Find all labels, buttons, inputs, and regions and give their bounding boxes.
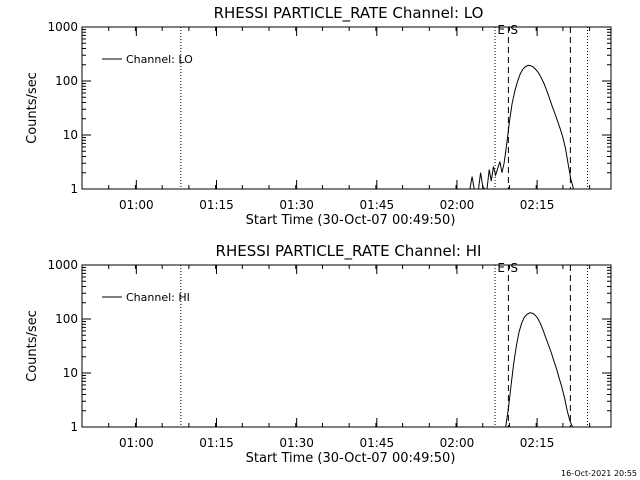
marker-label-e: E (497, 261, 505, 275)
x-tick-label: 02:00 (440, 436, 475, 450)
marker-label-e: E (497, 23, 505, 37)
y-tick-label: 1000 (47, 258, 78, 272)
legend-label: Channel: LO (126, 53, 193, 66)
y-tick-label: 1000 (47, 20, 78, 34)
plot-frame (81, 26, 612, 190)
x-tick-label: 01:30 (279, 198, 314, 212)
legend-label: Channel: HI (126, 291, 190, 304)
chart-title: RHESSI PARTICLE_RATE Channel: HI (216, 242, 482, 261)
x-tick-label: 01:15 (199, 436, 234, 450)
y-axis-label: Counts/sec (25, 72, 40, 144)
x-tick-label: 01:15 (199, 198, 234, 212)
footer-timestamp: 16-Oct-2021 20:55 (561, 469, 637, 478)
series-line (469, 64, 579, 190)
x-tick-label: 02:15 (520, 436, 555, 450)
y-tick-label: 100 (55, 312, 78, 326)
y-tick-label: 100 (55, 74, 78, 88)
panel-channel-lo: RHESSI PARTICLE_RATE Channel: LO 1 10 100 10… (25, 4, 612, 228)
x-axis-label: Start Time (30-Oct-07 00:49:50) (246, 213, 456, 228)
marker-label-s: S (510, 261, 518, 275)
x-tick-label: 02:00 (440, 198, 475, 212)
panel-channel-hi: RHESSI PARTICLE_RATE Channel: HI 1 10 100 10… (25, 242, 612, 466)
y-axis-label: Counts/sec (25, 310, 40, 382)
x-tick-label: 01:00 (119, 198, 154, 212)
x-tick-label: 01:45 (360, 198, 395, 212)
series-line (505, 312, 576, 428)
x-tick-label: 01:00 (119, 436, 154, 450)
x-axis-label: Start Time (30-Oct-07 00:49:50) (246, 451, 456, 466)
chart-title: RHESSI PARTICLE_RATE Channel: LO (214, 4, 484, 23)
plot-frame (81, 264, 612, 428)
marker-label-s: S (510, 23, 518, 37)
y-tick-label: 1 (70, 182, 78, 196)
x-tick-label: 02:15 (520, 198, 555, 212)
y-tick-label: 1 (70, 420, 78, 434)
y-tick-label: 10 (63, 128, 78, 142)
x-tick-label: 01:30 (279, 436, 314, 450)
y-tick-label: 10 (63, 366, 78, 380)
x-tick-label: 01:45 (360, 436, 395, 450)
